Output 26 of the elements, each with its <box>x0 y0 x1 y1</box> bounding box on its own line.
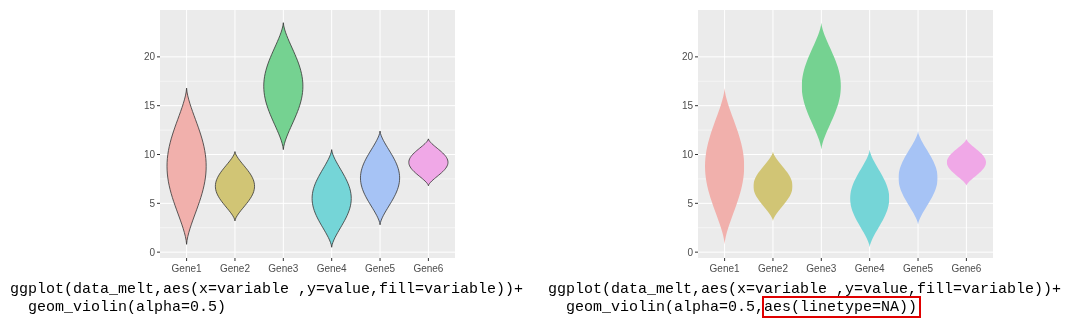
y-tick-label: 10 <box>681 149 694 160</box>
x-tick-label: Gene5 <box>365 263 396 274</box>
x-tick-label: Gene2 <box>219 263 251 274</box>
y-tick-label: 15 <box>681 100 694 112</box>
x-tick-label: Gene4 <box>316 263 348 274</box>
y-tick-label: 20 <box>143 51 156 63</box>
x-tick-label: Gene5 <box>903 263 934 274</box>
text: ggplot(data_melt,aes(x=variable ,y=value,fill=variable))+ <box>548 281 1062 298</box>
x-tick-label: Gene6 <box>413 263 444 274</box>
x-tick-label: Gene1 <box>709 263 741 274</box>
y-tick-label: 20 <box>681 51 694 63</box>
x-tick-label: Gene3 <box>268 263 299 274</box>
y-tick-label: 10 <box>143 149 156 160</box>
text: geom_violin(alpha=0.5, <box>548 299 765 316</box>
text: geom_violin(alpha=0.5) <box>10 299 227 316</box>
x-tick-label: Gene2 <box>757 263 789 274</box>
x-tick-label: Gene6 <box>951 263 982 274</box>
x-tick-label: Gene1 <box>171 263 203 274</box>
x-tick-label: Gene3 <box>806 263 837 274</box>
y-tick-label: 5 <box>149 197 156 209</box>
y-tick-label: 15 <box>143 100 156 112</box>
text: ggplot(data_melt,aes(x=variable ,y=value,fill=variable))+ <box>10 281 524 298</box>
y-tick-label: 0 <box>149 246 156 258</box>
y-tick-label: 0 <box>687 246 694 258</box>
x-tick-label: Gene4 <box>854 263 886 274</box>
y-tick-label: 5 <box>687 197 694 209</box>
